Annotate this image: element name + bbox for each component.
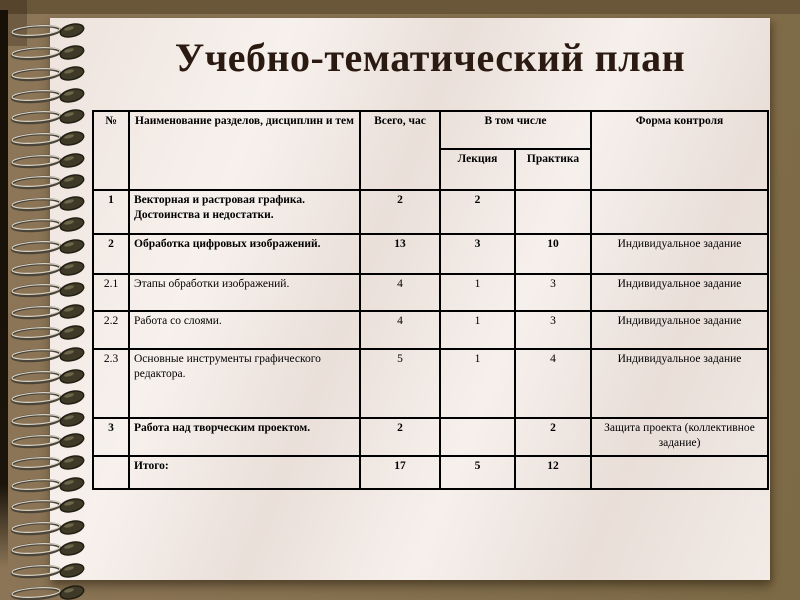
cell-name: Обработка цифровых изображений. [128,233,361,275]
table-row-2-2: 2.2 Работа со слоями. 4 1 3 Индивидуальн… [92,310,769,350]
header-cell-name: Наименование разделов, дисциплин и тем [128,110,361,191]
header-cell-practice: Практика [514,148,592,191]
cell-practice: 10 [514,233,592,275]
cell-control: Индивидуальное задание [590,348,769,419]
cell-num [92,455,130,490]
cell-num: 2.3 [92,348,130,419]
cell-name: Векторная и растровая графика. Достоинст… [128,189,361,235]
page-title: Учебно-тематический план [174,35,686,80]
cell-total: 2 [359,189,441,235]
table-row-2: 2 Обработка цифровых изображений. 13 3 1… [92,233,769,275]
cell-practice: 3 [514,310,592,350]
cell-total: 13 [359,233,441,275]
cell-name: Работа над творческим проектом. [128,417,361,457]
cell-control: Защита проекта (коллективное задание) [590,417,769,457]
cell-total: 2 [359,417,441,457]
cell-total: 4 [359,273,441,312]
header-row-1: № Наименование разделов, дисциплин и тем… [92,110,769,191]
cell-practice: 4 [514,348,592,419]
header-cell-control: Форма контроля [590,110,769,191]
cell-practice: 3 [514,273,592,312]
curriculum-table: № Наименование разделов, дисциплин и тем… [92,110,769,490]
notebook-page: Учебно-тематический план № Наименование … [50,18,770,580]
cell-name: Этапы обработки изображений. [128,273,361,312]
cell-practice: 12 [514,455,592,490]
cell-lecture: 1 [439,273,516,312]
cell-practice: 2 [514,417,592,457]
table-row-3: 3 Работа над творческим проектом. 2 2 За… [92,417,769,457]
binder-edge-strip [0,10,8,568]
cell-total: 5 [359,348,441,419]
cell-control [590,455,769,490]
cell-name: Основные инструменты графического редакт… [128,348,361,419]
cell-lecture: 1 [439,310,516,350]
curriculum-table-wrap: № Наименование разделов, дисциплин и тем… [92,110,769,490]
cell-num: 1 [92,189,130,235]
table-row-2-3: 2.3 Основные инструменты графического ре… [92,348,769,419]
cell-lecture [439,417,516,457]
cell-lecture: 5 [439,455,516,490]
cell-control: Индивидуальное задание [590,310,769,350]
cell-name: Работа со слоями. [128,310,361,350]
cell-control: Индивидуальное задание [590,273,769,312]
cell-name: Итого: [128,455,361,490]
cell-lecture: 3 [439,233,516,275]
header-cell-num: № [92,110,130,191]
table-row-1: 1 Векторная и растровая графика. Достоин… [92,189,769,235]
header-cell-lecture: Лекция [439,148,516,191]
spiral-ring [10,584,90,600]
cell-num: 2 [92,233,130,275]
cell-total: 17 [359,455,441,490]
cell-lecture: 1 [439,348,516,419]
cell-total: 4 [359,310,441,350]
cell-num: 2.2 [92,310,130,350]
cell-num: 2.1 [92,273,130,312]
background-top-band [0,0,800,14]
cell-lecture: 2 [439,189,516,235]
cell-num: 3 [92,417,130,457]
header-row-2: Лекция Практика [93,148,768,191]
table-row-2-1: 2.1 Этапы обработки изображений. 4 1 3 И… [92,273,769,312]
table-row-total: Итого: 17 5 12 [92,455,769,490]
cell-control: Индивидуальное задание [590,233,769,275]
cell-practice [514,189,592,235]
cell-control [590,189,769,235]
header-cell-including: В том числе [439,110,592,150]
header-cell-total: Всего, час [359,110,441,191]
